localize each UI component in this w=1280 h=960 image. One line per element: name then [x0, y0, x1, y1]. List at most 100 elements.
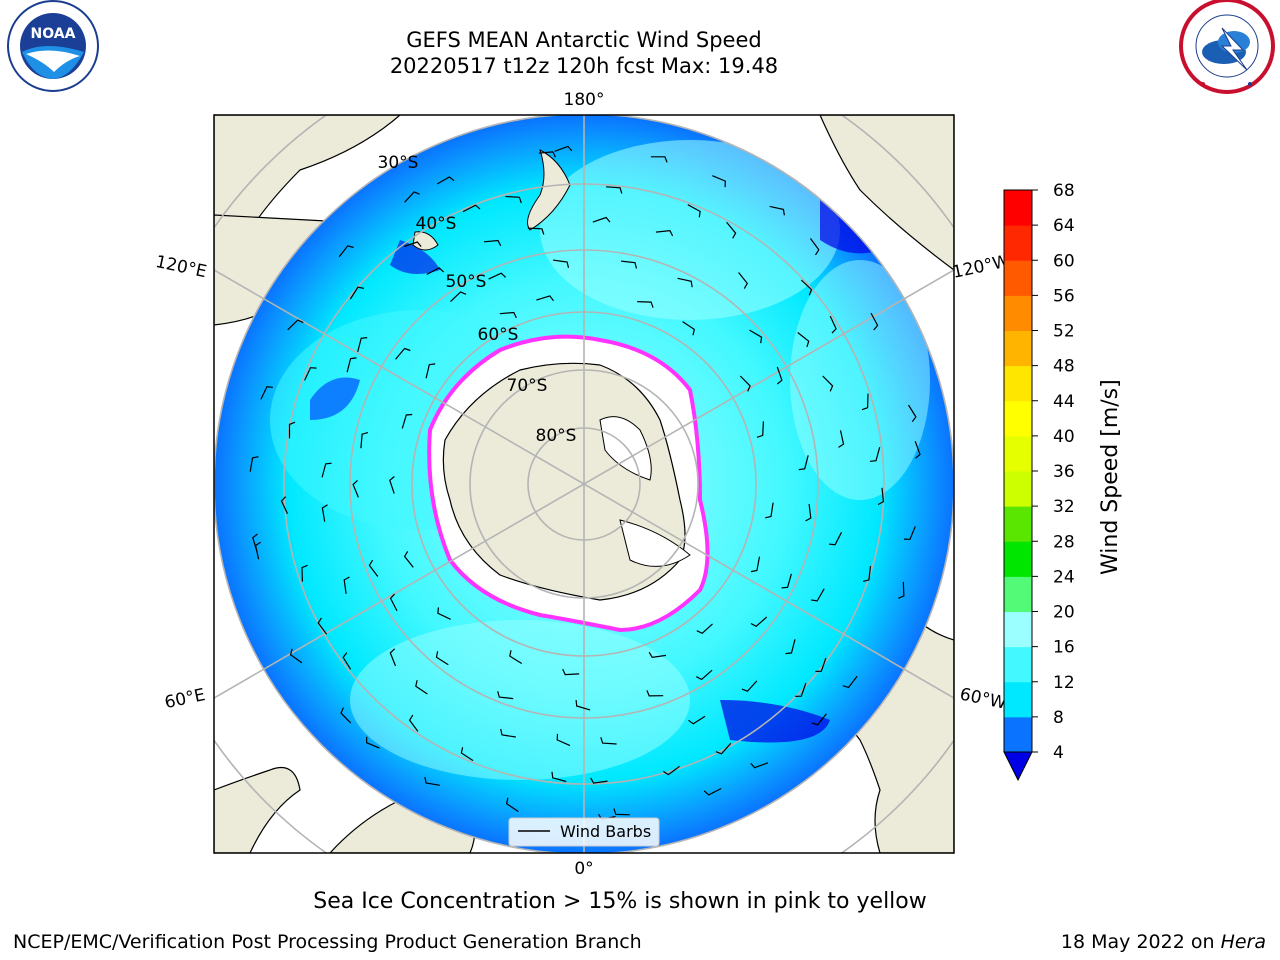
lat-label-80s: 80°S — [536, 426, 577, 446]
colorbar-tick-label: 12 — [1053, 673, 1075, 693]
wind-barb — [769, 205, 785, 216]
wind-barb — [805, 504, 812, 522]
wind-barb — [425, 363, 436, 379]
wind-barb — [914, 440, 921, 459]
colorbar-tick-label: 36 — [1053, 462, 1075, 482]
wind-barb — [287, 319, 304, 331]
wind-barb — [877, 487, 885, 506]
wind-barb — [838, 430, 845, 448]
colorbar-segment — [1004, 295, 1032, 331]
wind-barb — [682, 321, 695, 336]
wind-barb — [488, 272, 507, 280]
wind-barb — [317, 617, 328, 635]
wind-barb — [365, 736, 380, 749]
wind-barb — [726, 221, 737, 239]
colorbar-tick-label: 32 — [1053, 497, 1075, 517]
colorbar-segment — [1004, 260, 1032, 296]
wind-barb — [715, 742, 732, 755]
wind-barb — [352, 479, 359, 498]
wind-barb — [426, 267, 444, 276]
wind-barb — [646, 690, 664, 697]
wind-barb — [505, 195, 522, 204]
wind-barb — [815, 657, 827, 673]
map-panel — [214, 115, 954, 853]
wind-barb — [898, 581, 905, 599]
map-border — [213, 114, 955, 854]
wind-barb — [408, 714, 419, 732]
wind-barb — [677, 277, 693, 288]
wind-barb — [389, 476, 395, 494]
colorbar-tick-label: 52 — [1053, 322, 1075, 342]
wind-barb — [260, 386, 273, 400]
colorbar-segment — [1004, 330, 1032, 367]
wind-barb — [499, 311, 517, 319]
wind-barb — [655, 229, 674, 237]
wind-barb — [687, 204, 701, 218]
lon-label-0: 0° — [574, 859, 593, 879]
colorbar-tick-label: 4 — [1053, 743, 1064, 763]
wind-barb — [592, 216, 611, 223]
colorbar-tick-label: 56 — [1053, 286, 1075, 306]
wind-barb — [712, 175, 726, 188]
lon-label-120e: 120°E — [154, 252, 209, 282]
wind-barb — [829, 532, 843, 546]
wind-barb — [505, 797, 519, 812]
wind-barb — [289, 648, 303, 664]
wind-barb — [696, 669, 713, 681]
wind-barb — [437, 176, 455, 185]
lat-label-50s: 50°S — [446, 272, 487, 292]
wind-barb — [249, 456, 259, 472]
wind-barb — [415, 680, 428, 695]
wind-barb — [389, 648, 397, 667]
colorbar-tick-label: 20 — [1053, 603, 1075, 623]
wind-barb — [404, 191, 420, 203]
wind-barb — [562, 668, 580, 676]
wind-barb — [483, 239, 502, 247]
wind-barb — [538, 151, 557, 158]
colorbar-segment — [1004, 225, 1032, 261]
wind-barb — [785, 639, 796, 655]
wind-barb — [741, 680, 758, 692]
wind-barb — [338, 245, 354, 258]
wind-barb — [401, 413, 413, 429]
wind-barb — [527, 227, 545, 235]
wind-barb — [637, 301, 654, 308]
colorbar-segment — [1004, 506, 1032, 542]
wind-barb — [368, 559, 379, 577]
wind-barb — [800, 279, 813, 296]
chart-subtitle: 20220517 t12z 120h fcst Max: 19.48 — [389, 54, 779, 78]
colorbar-segment — [1004, 681, 1032, 718]
wind-barb — [357, 337, 368, 353]
wind-barb — [450, 291, 467, 303]
wind-barb — [554, 145, 573, 152]
wind-barb — [781, 573, 792, 589]
colorbar-tick-label: 8 — [1053, 708, 1064, 728]
wind-barb — [842, 675, 858, 689]
wind-barb — [462, 204, 481, 213]
lat-label-70s: 70°S — [507, 376, 548, 396]
wind-barb — [460, 747, 474, 762]
wind-barb — [304, 367, 317, 381]
chart-title: GEFS MEAN Antarctic Wind Speed — [406, 28, 762, 52]
wind-barb — [403, 241, 422, 248]
latitude-labels: 30°S 40°S 50°S 60°S 70°S 80°S — [378, 153, 577, 446]
wind-barb — [688, 715, 706, 725]
wind-barb — [797, 332, 810, 348]
colorbar-label: Wind Speed [m/s] — [1098, 379, 1123, 575]
wind-barb — [280, 496, 289, 514]
wind-barb — [551, 771, 567, 783]
colorbar-extend-arrow — [1003, 751, 1033, 782]
sea-ice-note: Sea Ice Concentration > 15% is shown in … — [313, 889, 927, 914]
nws-logo — [1179, 0, 1275, 94]
wind-barb — [795, 682, 807, 697]
wind-barb — [765, 502, 774, 519]
footer-host: Hera — [1220, 931, 1266, 953]
lon-label-180: 180° — [564, 90, 605, 110]
lat-label-40s: 40°S — [416, 214, 457, 234]
wind-barb — [822, 375, 834, 392]
wind-barb — [648, 651, 667, 659]
wind-barb — [437, 607, 451, 620]
footer-date: 18 May 2022 on Hera — [1061, 931, 1266, 953]
wind-barb — [749, 329, 763, 344]
